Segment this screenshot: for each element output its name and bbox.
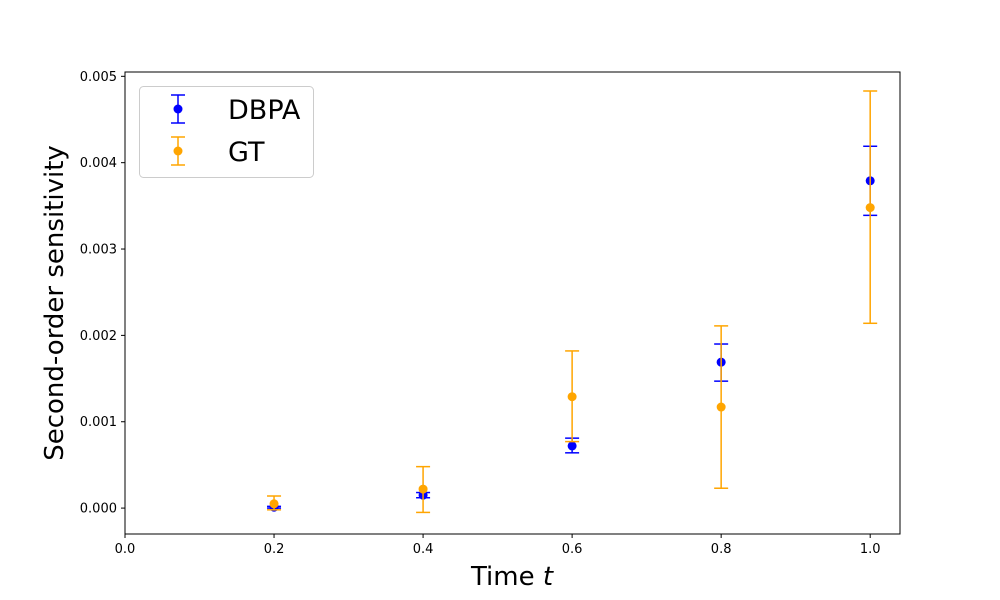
x-tick-label: 0.4 [413, 542, 434, 557]
x-tick-label: 0.0 [115, 542, 136, 557]
x-axis-label-text: Time [470, 562, 535, 592]
legend-box [139, 86, 314, 178]
legend-gt-marker [173, 146, 183, 156]
y-tick-label: 0.000 [80, 502, 117, 517]
series-gt [267, 90, 878, 514]
x-tick-label: 1.0 [860, 542, 881, 557]
y-tick-label: 0.001 [80, 415, 117, 430]
gt-data-point [418, 484, 428, 494]
legend-gt-label: GT [228, 137, 265, 168]
y-tick-label: 0.003 [80, 243, 117, 258]
dbpa-data-point [567, 441, 577, 451]
x-axis-label-variable: t [543, 562, 554, 592]
gt-data-point [567, 392, 577, 402]
gt-data-point [716, 402, 726, 412]
x-tick-label: 0.6 [562, 542, 583, 557]
y-axis-label: Second-order sensitivity [40, 145, 70, 461]
y-tick-label: 0.005 [80, 70, 117, 85]
x-tick-label: 0.8 [711, 542, 732, 557]
legend-dbpa-label: DBPA [228, 95, 301, 126]
legend-dbpa-marker [173, 104, 183, 114]
gt-data-point [269, 499, 279, 509]
legend: DBPA GT [139, 86, 314, 178]
x-axis-label: Time t [470, 562, 554, 592]
plot-frame [124, 71, 901, 535]
y-tick-label: 0.004 [80, 156, 117, 171]
x-tick-label: 0.2 [264, 542, 285, 557]
gt-data-point [865, 203, 875, 213]
y-tick-label: 0.002 [80, 329, 117, 344]
